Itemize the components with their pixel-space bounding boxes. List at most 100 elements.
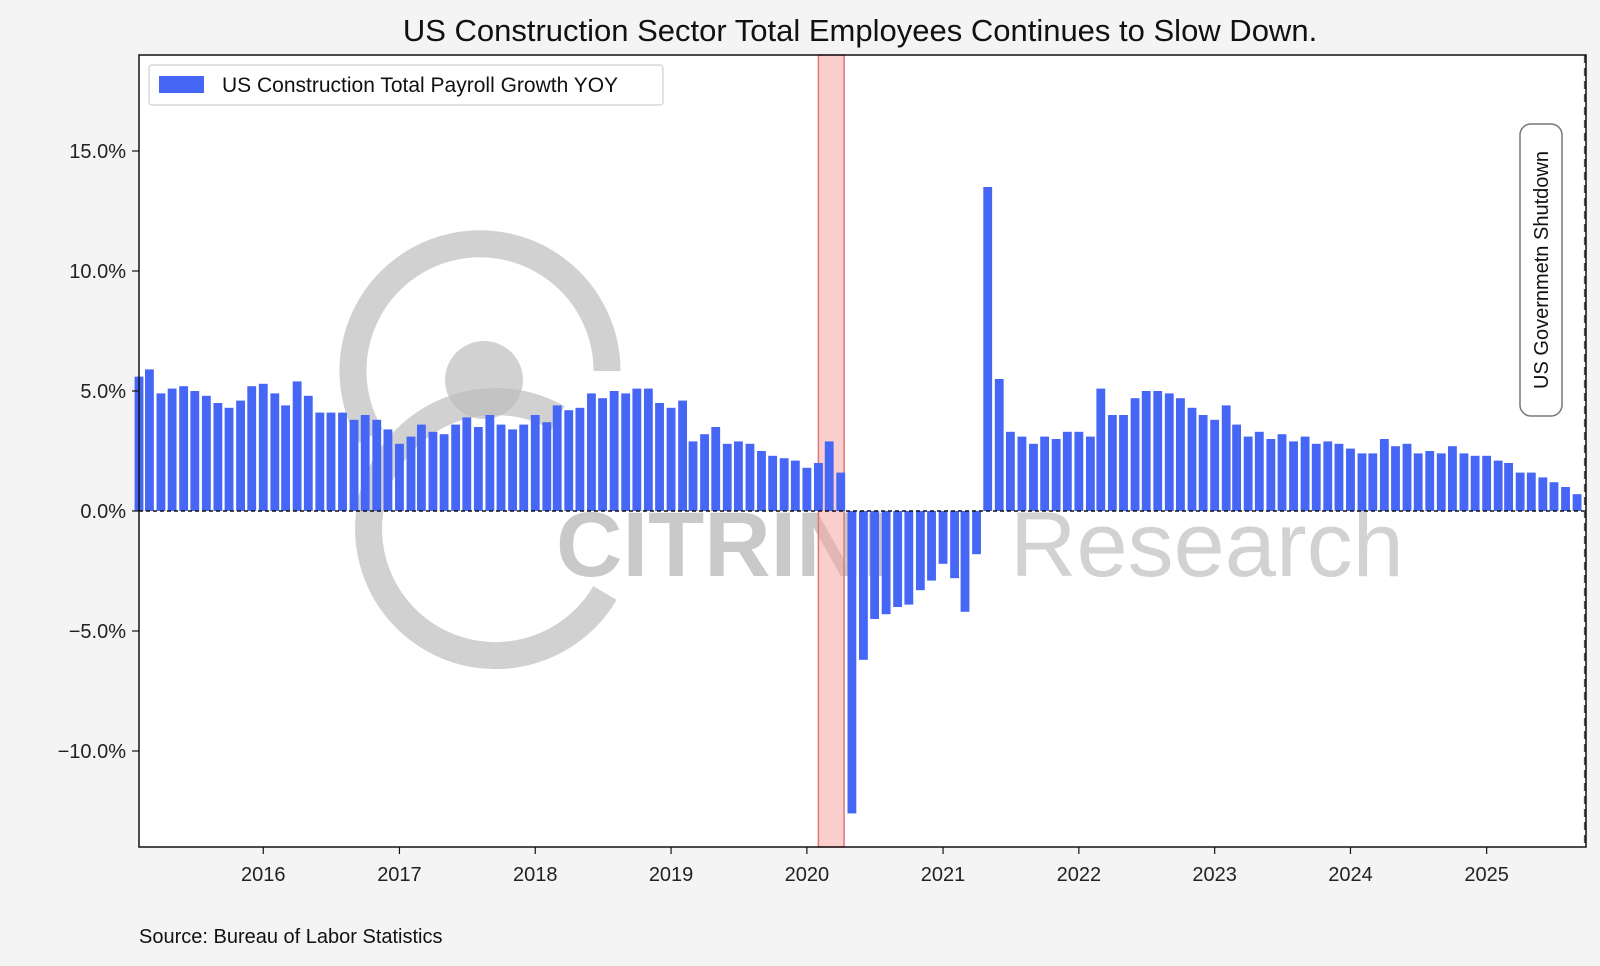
bar-2021-06 — [994, 379, 1004, 511]
x-tick-label: 2021 — [921, 864, 966, 886]
bar-2018-08 — [609, 391, 619, 511]
bar-2025-09 — [1572, 494, 1582, 511]
bar-2024-12 — [1470, 455, 1480, 511]
bar-2023-10 — [1311, 443, 1321, 511]
bar-2016-03 — [281, 405, 291, 511]
bar-2020-08 — [881, 511, 891, 615]
bar-2020-10 — [904, 511, 914, 605]
bar-2015-10 — [224, 407, 234, 511]
bar-2020-03 — [824, 441, 834, 511]
bar-2016-05 — [303, 395, 313, 511]
bar-2024-05 — [1391, 446, 1400, 511]
bar-2015-07 — [190, 391, 200, 511]
x-tick-label: 2018 — [513, 864, 558, 886]
bar-2023-11 — [1323, 441, 1333, 511]
bar-2016-08 — [338, 412, 347, 511]
bar-2024-02 — [1357, 453, 1367, 511]
bar-2025-02 — [1493, 460, 1503, 511]
bar-2021-12 — [1062, 431, 1072, 511]
bar-2021-08 — [1017, 436, 1027, 511]
bar-2025-01 — [1482, 455, 1492, 511]
bar-2022-03 — [1096, 388, 1106, 511]
shutdown-label: US Governmetn Shutdown — [1531, 151, 1553, 389]
bar-2015-09 — [213, 403, 223, 511]
x-tick-label: 2024 — [1328, 864, 1373, 886]
bar-2017-10 — [496, 424, 506, 511]
bar-2019-02 — [678, 400, 688, 511]
y-tick-label: 5.0% — [80, 381, 126, 403]
bar-2022-07 — [1141, 391, 1151, 511]
bar-2017-05 — [439, 434, 449, 511]
bar-2017-06 — [451, 424, 461, 511]
bar-2018-05 — [575, 407, 585, 511]
bar-2018-07 — [598, 398, 608, 511]
bar-2023-12 — [1334, 443, 1344, 511]
bar-2017-03 — [416, 424, 426, 511]
bar-2018-03 — [552, 405, 562, 511]
bar-2025-05 — [1526, 472, 1536, 511]
bar-2021-02 — [950, 511, 959, 579]
bar-2016-04 — [292, 381, 302, 511]
plot-frame — [138, 54, 1587, 848]
bar-2015-08 — [201, 395, 211, 511]
bar-2022-08 — [1153, 391, 1163, 511]
bar-2018-06 — [587, 393, 596, 511]
bar-2025-07 — [1549, 482, 1559, 511]
y-axis: −10.0% −5.0% 0.0% 5.0% 10.0% 15.0% — [58, 141, 139, 763]
bar-2018-04 — [564, 410, 574, 511]
bar-2016-07 — [326, 412, 336, 511]
bar-2020-11 — [915, 511, 925, 591]
bar-2018-01 — [530, 415, 540, 511]
bar-2023-09 — [1300, 436, 1310, 511]
legend-label: US Construction Total Payroll Growth YOY — [222, 74, 618, 97]
bar-2023-05 — [1254, 431, 1264, 511]
bar-2023-07 — [1277, 434, 1287, 511]
bar-2015-04 — [156, 393, 166, 511]
bar-2024-09 — [1436, 453, 1446, 511]
y-tick-label: −5.0% — [69, 621, 126, 643]
bar-2020-07 — [870, 511, 880, 619]
bar-2021-07 — [1005, 431, 1015, 511]
bar-2021-01 — [938, 511, 948, 564]
bar-2021-11 — [1051, 439, 1061, 511]
bar-2024-03 — [1368, 453, 1378, 511]
bar-2019-03 — [688, 441, 698, 511]
bar-2015-12 — [247, 386, 257, 511]
legend-box — [148, 64, 664, 106]
bar-2022-10 — [1176, 398, 1185, 511]
bar-2016-12 — [383, 429, 393, 511]
watermark-logo — [339, 230, 621, 670]
y-tick-label: 10.0% — [69, 261, 126, 283]
bar-2019-08 — [745, 443, 755, 511]
shutdown-label-box — [1519, 123, 1563, 417]
bar-2019-07 — [734, 441, 743, 511]
bar-2023-04 — [1243, 436, 1253, 511]
bar-2025-03 — [1504, 463, 1514, 511]
bar-2023-03 — [1232, 424, 1242, 511]
bar-2015-11 — [236, 400, 245, 511]
bar-2022-02 — [1085, 436, 1095, 511]
bar-2016-02 — [270, 393, 280, 511]
bar-2025-08 — [1561, 487, 1570, 511]
bar-2025-06 — [1538, 477, 1548, 511]
legend-swatch — [159, 76, 204, 93]
bar-2017-04 — [428, 431, 438, 511]
bar-2020-05 — [847, 511, 857, 814]
bar-2018-11 — [643, 388, 653, 511]
bar-2024-07 — [1413, 453, 1423, 511]
bar-2017-02 — [406, 436, 416, 511]
bar-2021-03 — [960, 511, 970, 612]
y-tick-label: −10.0% — [58, 741, 127, 763]
bar-2017-08 — [473, 427, 483, 511]
bar-2024-06 — [1402, 443, 1412, 511]
chart-title: US Construction Sector Total Employees C… — [403, 13, 1317, 48]
x-tick-label: 2019 — [649, 864, 694, 886]
bar-2016-10 — [360, 415, 370, 511]
bar-2019-09 — [757, 451, 766, 511]
bar-2015-06 — [179, 386, 189, 511]
bar-2022-12 — [1198, 415, 1208, 511]
bar-2015-03 — [145, 369, 154, 511]
bar-2016-01 — [258, 383, 268, 511]
bar-2020-06 — [859, 511, 868, 660]
bar-2020-12 — [927, 511, 936, 581]
